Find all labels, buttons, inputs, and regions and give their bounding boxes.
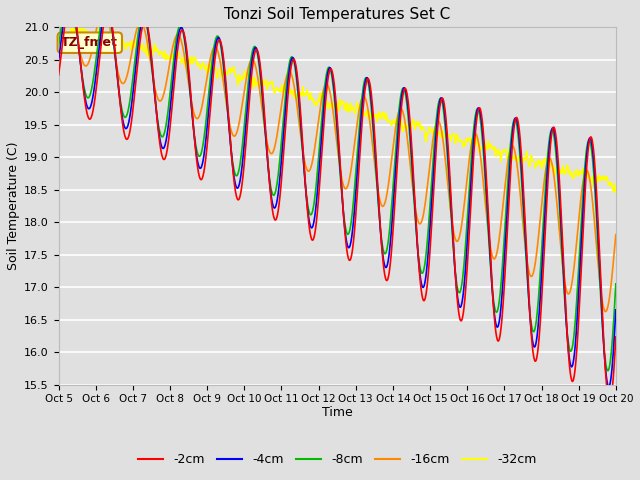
Y-axis label: Soil Temperature (C): Soil Temperature (C) [7, 142, 20, 270]
Legend: -2cm, -4cm, -8cm, -16cm, -32cm: -2cm, -4cm, -8cm, -16cm, -32cm [133, 448, 541, 471]
Text: TZ_fmet: TZ_fmet [61, 36, 118, 49]
Title: Tonzi Soil Temperatures Set C: Tonzi Soil Temperatures Set C [224, 7, 451, 22]
X-axis label: Time: Time [322, 406, 353, 419]
